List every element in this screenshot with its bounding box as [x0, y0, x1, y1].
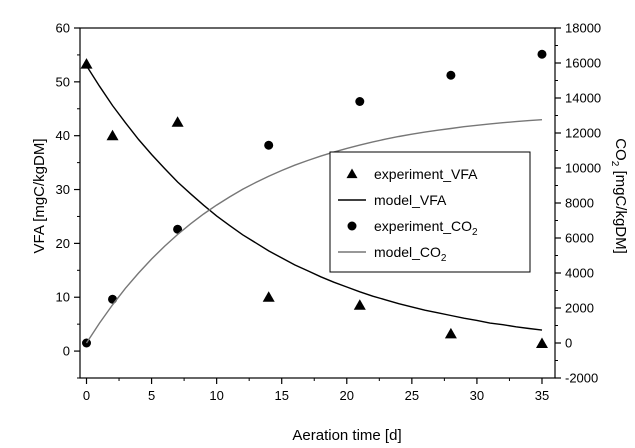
x-tick-label: 20: [340, 388, 354, 403]
legend-experiment-vfa-label: experiment_VFA: [374, 166, 478, 182]
y-left-tick-label: 0: [63, 344, 70, 359]
legend-experiment-vfa-swatch: [346, 168, 358, 179]
experiment-vfa-point: [80, 58, 93, 69]
x-tick-label: 35: [535, 388, 549, 403]
experiment-vfa-point: [171, 116, 184, 127]
y-left-tick-label: 10: [56, 290, 70, 305]
experiment-co2-point: [173, 224, 183, 234]
experiment-co2-point: [264, 140, 274, 150]
x-tick-label: 0: [83, 388, 90, 403]
y-right-tick-label: 14000: [565, 91, 601, 106]
legend-model-vfa-label: model_VFA: [374, 192, 447, 208]
experiment-vfa-point: [353, 299, 366, 310]
experiment-vfa-point: [535, 337, 548, 349]
y-axis-title-right-rest: [mgC/kgDM]: [612, 166, 629, 254]
y-left-tick-label: 40: [56, 128, 70, 143]
axes-group: 0 5 10 15 20 25 30 35 0 10 20 30 40 50 60 -2000 0 2000 400…: [56, 21, 602, 404]
y-right-tick-label: 12000: [565, 126, 601, 141]
model-vfa-line: [85, 65, 543, 331]
y-right-tick-label: 4000: [565, 266, 594, 281]
x-axis-title: Aeration time [d]: [292, 427, 401, 444]
x-tick-label: 15: [274, 388, 288, 403]
experiment-vfa-point: [106, 129, 119, 141]
y-axis-title-right-main: CO: [612, 138, 629, 161]
y-right-tick-label: -2000: [565, 371, 598, 386]
y-axis-title-left: VFA [mgC/kgDM]: [31, 138, 48, 253]
experiment-co2-point: [108, 294, 118, 304]
experiment-co2-point: [537, 49, 547, 59]
y-left-tick-label: 30: [56, 182, 70, 197]
x-tick-label: 30: [470, 388, 484, 403]
legend: experiment_VFA model_VFA experiment_CO2mod…: [329, 151, 531, 273]
model-co2-line: [85, 119, 543, 344]
legend-model-co2-label: model_CO2: [374, 244, 447, 264]
y-right-tick-label: 10000: [565, 161, 601, 176]
y-right-tick-label: 0: [565, 336, 572, 351]
y-right-tick-label: 16000: [565, 56, 601, 71]
y-left-tick-label: 50: [56, 74, 70, 89]
experiment-co2-point: [446, 70, 456, 80]
y-right-tick-label: 8000: [565, 196, 594, 211]
y-axis-title-right-sub: 2: [609, 161, 620, 167]
experiment-vfa-point: [262, 291, 275, 302]
legend-experiment-co2-label: experiment_CO2: [374, 218, 478, 238]
x-tick-label: 10: [209, 388, 223, 403]
marks-group: [80, 49, 548, 349]
y-left-tick-label: 60: [56, 21, 70, 36]
y-left-tick-label: 20: [56, 236, 70, 251]
legend-experiment-co2-swatch: [347, 221, 357, 231]
x-tick-label: 25: [405, 388, 419, 403]
y-right-tick-label: 6000: [565, 231, 594, 246]
experiment-co2-point: [355, 97, 365, 106]
y-right-tick-label: 18000: [565, 21, 601, 36]
y-right-tick-label: 2000: [565, 301, 594, 316]
x-tick-label: 5: [148, 388, 155, 403]
y-axis-title-right: CO2 [mgC/kgDM]: [609, 138, 629, 254]
experiment-vfa-point: [444, 327, 457, 339]
